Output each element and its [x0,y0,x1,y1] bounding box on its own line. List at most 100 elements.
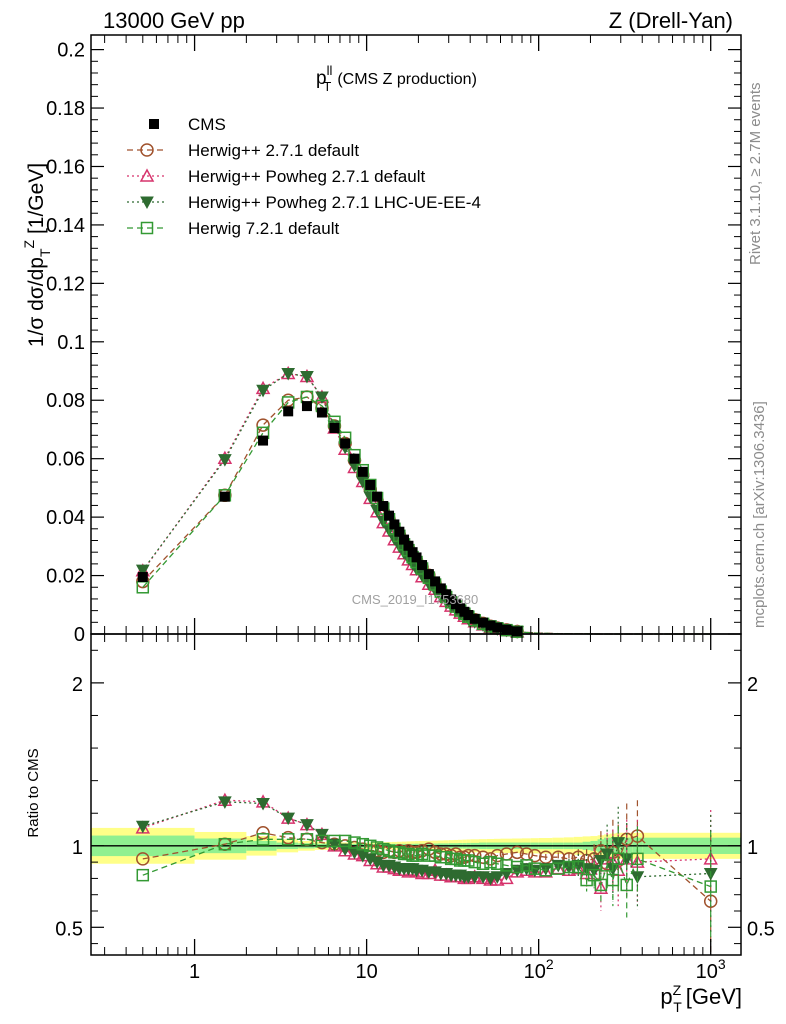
ratio-marker-herwig-7-2-1-default [338,834,352,848]
ratio-marker-herwig-7-2-1-default [587,868,601,882]
marker-cms-data [407,547,418,558]
ratio-marker-herwig-7-2-1-default [300,833,314,846]
ratio-y-tick-label-right: 1 [747,837,758,859]
marker-cms-data [316,407,327,418]
main-y-tick-label: 0.14 [46,215,85,237]
marker-cms-data [378,501,389,512]
ratio-marker-herwig-2-7-1-default [490,848,505,863]
ratio-marker-herwig-2-7-1-default [528,848,542,863]
plot-title-sup: ll [327,63,333,78]
ratio-marker-herwig-7-2-1-default [136,868,150,882]
ratio-marker-herwig-7-2-1-default [468,855,481,869]
ratio-marker-herwig-powheg-2-7-1-default [499,870,514,885]
ratio-marker-herwig-7-2-1-default [218,837,232,851]
legend-label: CMS [188,115,226,134]
ratio-y-tick-label-left: 2 [72,674,83,696]
x-tick-label: 102 [524,956,554,983]
marker-cms-data [258,435,269,446]
marker-cms-data [463,610,474,621]
ratio-marker-herwig-7-2-1-default [402,847,415,861]
legend-label: Herwig++ Powheg 2.7.1 LHC-UE-EE-4 [188,193,481,212]
x-tick-label-exponent: 3 [718,956,726,972]
legend: CMS Herwig++ 2.7.1 default Herwig++ Powheg… [127,115,481,238]
x-axis-label-unit: [GeV] [686,984,742,1009]
ratio-marker-herwig-7-2-1-default [520,859,533,872]
marker-herwig-powheg-2-7-1-lhc-ue-ee-4 [218,454,232,467]
main-y-tick-label: 0.2 [57,40,85,62]
ratio-marker-herwig-powheg-2-7-1-lhc-ue-ee-4 [490,871,505,884]
ratio-marker-herwig-powheg-2-7-1-lhc-ue-ee-4 [281,812,296,826]
analysis-watermark: CMS_2019_I1753680 [352,592,479,607]
ratio-marker-herwig-powheg-2-7-1-lhc-ue-ee-4 [256,797,270,811]
marker-herwig-powheg-2-7-1-lhc-ue-ee-4 [315,391,329,405]
ratio-marker-herwig-7-2-1-default [510,860,524,874]
marker-cms-data [411,552,422,563]
main-y-tick-label: 0.12 [46,273,85,295]
marker-herwig-powheg-2-7-1-lhc-ue-ee-4 [135,564,150,578]
marker-cms-data [372,491,383,502]
marker-cms-data [394,526,405,537]
x-tick-label: 1 [189,961,200,983]
ratio-y-tick-label-left: 1 [72,837,83,859]
ratio-marker-herwig-powheg-2-7-1-lhc-ue-ee-4 [218,796,232,809]
ratio-series-layer [135,792,718,954]
marker-cms-data [435,583,446,594]
ratio-marker-herwig-7-2-1-default [484,855,497,869]
ratio-marker-herwig-7-2-1-default [393,846,406,859]
x-axis-label-symbol: p [660,984,672,1009]
legend-marker [139,168,155,182]
ratio-marker-herwig-7-2-1-default [562,860,576,874]
plot-title-text: (CMS Z production) [337,71,477,88]
legend-label: Herwig++ Powheg 2.7.1 default [188,167,425,186]
marker-cms-data [492,622,503,633]
marker-cms-data [485,620,496,631]
ratio-marker-herwig-powheg-2-7-1-lhc-ue-ee-4 [510,864,525,878]
marker-herwig-2-7-1-default [256,418,270,432]
marker-herwig-powheg-2-7-1-lhc-ue-ee-4 [281,367,296,381]
axis-tick-labels: 0 0.02 0.04 0.06 0.08 0.1 0.12 0.14 0.16 0.18 0.2 0… [46,40,775,983]
x-axis-label-sub: T [673,999,682,1015]
ratio-marker-herwig-7-2-1-default [491,857,504,871]
ratio-plot-frame [90,633,742,956]
ratio-marker-herwig-powheg-2-7-1-default [561,862,577,877]
marker-cms-data [219,491,230,502]
legend-label: Herwig++ 2.7.1 default [188,141,359,160]
marker-cms-data [384,510,395,521]
ratio-marker-herwig-powheg-2-7-1-default [538,864,554,878]
ratio-y-axis-label: Ratio to CMS [25,748,42,837]
mcplots-source-note: mcplots.cern.ch [arXiv:1306.3436] [751,401,768,628]
ratio-marker-herwig-7-2-1-default [620,878,633,892]
marker-cms-data [441,589,452,600]
header-right-process: Z (Drell-Yan) [609,8,733,33]
ratio-marker-herwig-2-7-1-default [510,845,524,860]
plot-title-symbol: p [316,68,327,89]
main-y-axis-label: 1/σ dσ/dpTZ [1/GeV] [21,163,53,347]
ratio-marker-herwig-7-2-1-default [348,836,361,849]
x-axis-label: pZ T [GeV] [660,982,742,1015]
x-tick-label-exponent: 2 [546,956,554,972]
marker-cms-data [403,540,414,551]
marker-cms-data [365,479,376,490]
legend-marker [140,143,154,157]
axis-ticks [91,35,741,955]
ratio-marker-herwig-7-2-1-default [476,857,490,871]
marker-cms-data [301,401,312,412]
main-y-tick-label: 0 [74,624,85,646]
ratio-marker-herwig-7-2-1-default [539,864,553,877]
ratio-y-tick-label-right: 2 [747,674,758,696]
marker-cms-data [423,569,434,580]
marker-cms-data [357,466,368,477]
x-tick-label-base: 10 [355,961,377,983]
ratio-marker-herwig-7-2-1-default [704,880,717,893]
plot-title-sub: T [323,79,331,94]
marker-cms-data [137,572,148,583]
legend-label: Herwig 7.2.1 default [188,219,339,238]
x-tick-label-base: 1 [189,961,200,983]
marker-cms-data [283,406,294,417]
ratio-marker-herwig-7-2-1-default [315,834,329,848]
ratio-marker-herwig-powheg-2-7-1-lhc-ue-ee-4 [135,820,150,834]
ratio-marker-herwig-7-2-1-default [281,833,295,846]
ratio-marker-herwig-7-2-1-default [594,878,608,892]
x-tick-label-base: 10 [696,961,718,983]
